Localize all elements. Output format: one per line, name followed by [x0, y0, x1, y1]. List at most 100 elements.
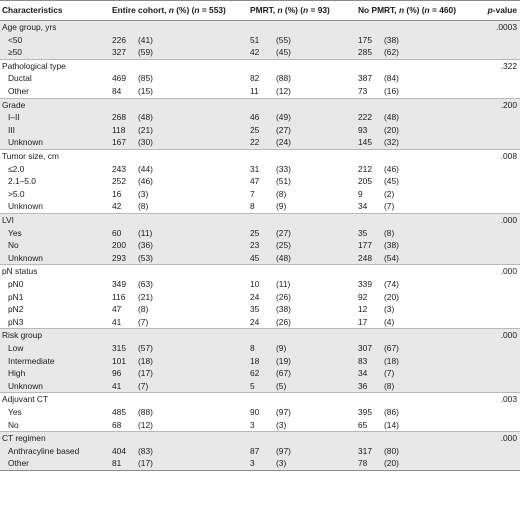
entire-cohort-cell: 226 (41): [110, 33, 248, 47]
no-pmrt-cell: 34 (7): [356, 367, 482, 380]
percent-value: (85): [138, 73, 153, 84]
entire-cohort-cell: 47 (8): [110, 303, 248, 316]
count-value: 92: [358, 291, 368, 302]
empty-cell: [110, 430, 248, 445]
percent-value: (26): [276, 316, 291, 327]
group-label: pN status: [0, 264, 110, 278]
table-row: Unknown 167 (30) 22 (24) 145 (32): [0, 136, 520, 150]
count-value: 212: [358, 163, 372, 174]
empty-cell: [248, 264, 356, 278]
group-header-row: Adjuvant CT .003: [0, 392, 520, 406]
percent-value: (49): [276, 112, 291, 123]
percent-value: (19): [276, 355, 291, 366]
percent-value: (18): [384, 355, 399, 366]
group-label: Age group, yrs: [0, 19, 110, 34]
count-value: 41: [112, 380, 122, 391]
p-value: .008: [482, 148, 520, 163]
entire-cohort-cell: 101 (18): [110, 354, 248, 368]
count-value: 47: [112, 304, 122, 315]
row-label: Unknown: [0, 379, 110, 393]
percent-value: (97): [276, 445, 291, 456]
row-label: ≥50: [0, 46, 110, 60]
group-label: Risk group: [0, 328, 110, 342]
row-label: 2.1–5.0: [0, 175, 110, 188]
empty-cell: [482, 239, 520, 252]
no-pmrt-cell: 12 (3): [356, 303, 482, 316]
group-header-row: Tumor size, cm .008: [0, 148, 520, 163]
row-label: pN2: [0, 303, 110, 316]
table-row: 2.1–5.0 252 (46) 47 (51) 205 (45): [0, 175, 520, 188]
count-value: 34: [358, 201, 368, 212]
group-header-row: Pathological type .322: [0, 58, 520, 73]
empty-cell: [110, 392, 248, 406]
count-value: 248: [358, 252, 372, 263]
no-pmrt-cell: 9 (2): [356, 187, 482, 201]
pmrt-cell: 24 (26): [248, 315, 356, 329]
header-pmrt: PMRT, n (%) (n = 93): [248, 0, 356, 21]
count-value: 90: [250, 406, 260, 417]
pmrt-cell: 90 (97): [248, 405, 356, 419]
count-value: 23: [250, 240, 260, 251]
pmrt-cell: 5 (5): [248, 379, 356, 393]
empty-cell: [482, 123, 520, 137]
group-header-row: LVI .000: [0, 212, 520, 227]
empty-cell: [110, 148, 248, 163]
count-value: 285: [358, 47, 372, 58]
count-value: 24: [250, 316, 260, 327]
header-entire-cohort: Entire cohort, n (%) (n = 553): [110, 0, 248, 21]
no-pmrt-cell: 73 (16): [356, 84, 482, 99]
percent-value: (48): [276, 252, 291, 263]
count-value: 3: [250, 458, 255, 469]
percent-value: (44): [138, 163, 153, 174]
no-pmrt-cell: 212 (46): [356, 162, 482, 176]
group-label: Adjuvant CT: [0, 392, 110, 406]
empty-cell: [356, 58, 482, 73]
row-label: pN3: [0, 315, 110, 329]
row-label: Unknown: [0, 251, 110, 265]
p-value: .000: [482, 264, 520, 278]
percent-value: (26): [276, 291, 291, 302]
count-value: 268: [112, 112, 126, 123]
empty-cell: [482, 418, 520, 432]
table-row: Unknown 41 (7) 5 (5) 36 (8): [0, 379, 520, 393]
pmrt-cell: 24 (26): [248, 290, 356, 304]
pmrt-cell: 51 (55): [248, 33, 356, 47]
count-value: 36: [358, 380, 368, 391]
percent-value: (45): [384, 176, 399, 187]
empty-cell: [482, 111, 520, 124]
table-row: pN0 349 (63) 10 (11) 339 (74): [0, 277, 520, 291]
pmrt-cell: 47 (51): [248, 175, 356, 188]
count-value: 226: [112, 34, 126, 45]
table-row: III 118 (21) 25 (27) 93 (20): [0, 123, 520, 137]
entire-cohort-cell: 293 (53): [110, 251, 248, 265]
percent-value: (38): [384, 240, 399, 251]
table-row: No 68 (12) 3 (3) 65 (14): [0, 418, 520, 432]
percent-value: (8): [276, 188, 287, 199]
percent-value: (97): [276, 406, 291, 417]
count-value: 167: [112, 137, 126, 148]
empty-cell: [482, 444, 520, 458]
no-pmrt-cell: 78 (20): [356, 457, 482, 471]
entire-cohort-cell: 469 (85): [110, 72, 248, 85]
percent-value: (38): [276, 304, 291, 315]
row-label: Anthracyline based: [0, 444, 110, 458]
percent-value: (48): [138, 112, 153, 123]
count-value: 24: [250, 291, 260, 302]
empty-cell: [482, 226, 520, 240]
table-body: Age group, yrs .0003 <50 226 (41) 51 (55) 175 (3…: [0, 19, 520, 471]
p-value: .000: [482, 430, 520, 445]
empty-cell: [482, 200, 520, 214]
empty-cell: [248, 148, 356, 163]
percent-value: (12): [276, 86, 291, 97]
row-label: No: [0, 239, 110, 252]
entire-cohort-cell: 84 (15): [110, 84, 248, 99]
group-label: Grade: [0, 97, 110, 112]
percent-value: (59): [138, 47, 153, 58]
pmrt-cell: 3 (3): [248, 418, 356, 432]
count-value: 96: [112, 368, 122, 379]
entire-cohort-cell: 252 (46): [110, 175, 248, 188]
entire-cohort-cell: 41 (7): [110, 315, 248, 329]
empty-cell: [110, 212, 248, 227]
count-value: 18: [250, 355, 260, 366]
p-value: .200: [482, 97, 520, 112]
